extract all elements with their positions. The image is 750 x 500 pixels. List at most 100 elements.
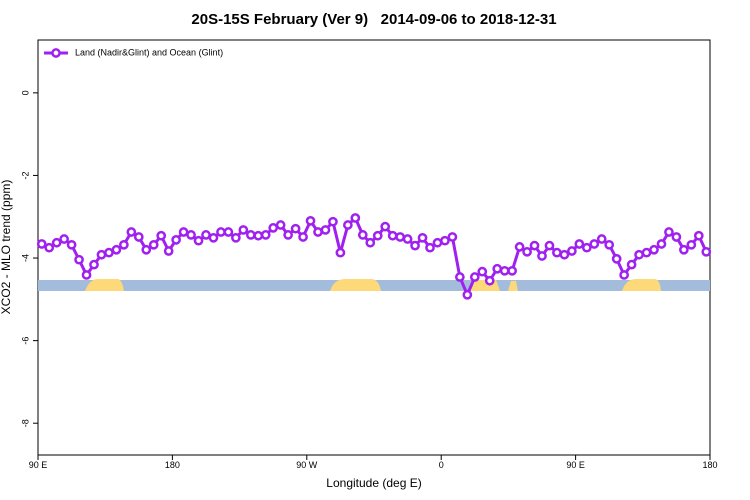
- point: [372, 230, 383, 241]
- x-tick-label: 90 E: [29, 460, 48, 470]
- point: [589, 239, 600, 249]
- point: [447, 232, 458, 242]
- point: [686, 239, 697, 250]
- point: [596, 234, 607, 244]
- land-patch: [85, 278, 124, 291]
- point: [223, 227, 234, 237]
- point: [537, 251, 547, 261]
- point: [74, 254, 84, 265]
- point: [410, 240, 420, 251]
- point: [96, 249, 107, 260]
- point: [432, 237, 443, 248]
- point: [693, 230, 704, 241]
- point: [275, 220, 286, 230]
- land-patch: [508, 281, 518, 291]
- legend-label: Land (Nadir&Glint) and Ocean (Glint): [75, 47, 223, 57]
- point: [544, 240, 555, 251]
- point: [514, 242, 525, 252]
- chart-title: 20S-15S February (Ver 9) 2014-09-06 to 2…: [191, 11, 556, 28]
- point: [290, 223, 301, 234]
- y-tick-label: -4: [20, 254, 30, 262]
- point: [186, 230, 196, 240]
- legend-marker: [51, 48, 61, 58]
- point: [320, 225, 331, 235]
- point: [313, 227, 323, 237]
- point: [387, 230, 398, 241]
- point: [283, 230, 293, 240]
- point: [133, 232, 144, 242]
- point: [260, 230, 271, 240]
- y-tick-label: -8: [20, 419, 30, 427]
- point: [66, 239, 77, 250]
- point: [484, 275, 495, 286]
- point: [604, 239, 615, 250]
- point: [216, 227, 226, 237]
- point: [148, 239, 159, 250]
- plot-frame: [37, 39, 711, 456]
- x-tick-label: 0: [439, 460, 444, 470]
- x-tick-label: 180: [702, 460, 717, 470]
- point: [552, 247, 562, 258]
- land-patch: [330, 279, 381, 291]
- point: [664, 227, 674, 237]
- point: [477, 266, 488, 277]
- point: [701, 246, 712, 257]
- point: [499, 265, 510, 276]
- point: [178, 227, 189, 237]
- point: [417, 232, 428, 243]
- point: [574, 239, 585, 249]
- point: [679, 244, 689, 255]
- point: [111, 244, 122, 255]
- point: [343, 220, 353, 230]
- y-tick-label: -2: [20, 171, 30, 179]
- point: [156, 230, 167, 241]
- x-axis-label: Longitude (deg E): [326, 476, 421, 490]
- point: [567, 246, 577, 256]
- point: [357, 230, 368, 240]
- point: [507, 265, 517, 276]
- point: [141, 244, 152, 255]
- point: [492, 263, 503, 274]
- y-tick-label: 0: [20, 90, 30, 95]
- point: [268, 223, 279, 233]
- point: [231, 232, 241, 243]
- land-patch: [622, 279, 661, 291]
- point: [395, 232, 405, 242]
- point: [328, 216, 338, 227]
- point: [649, 244, 659, 255]
- y-tick-label: -6: [20, 337, 30, 345]
- point: [163, 246, 174, 256]
- point: [656, 239, 667, 249]
- point: [36, 239, 47, 249]
- x-tick-label: 90 W: [296, 460, 318, 470]
- point: [440, 235, 450, 246]
- point: [335, 247, 346, 258]
- point: [59, 234, 69, 244]
- point: [44, 242, 55, 253]
- point: [298, 232, 308, 242]
- point: [365, 237, 376, 248]
- y-axis-label: XCO2 - MLO trend (ppm): [0, 180, 13, 315]
- point: [619, 270, 629, 280]
- point: [522, 246, 532, 257]
- point: [380, 221, 391, 232]
- point: [626, 259, 637, 270]
- x-tick-label: 180: [165, 460, 180, 470]
- point: [193, 235, 204, 246]
- land-ocean-strip: [38, 278, 710, 291]
- point: [126, 227, 137, 237]
- point: [89, 259, 99, 270]
- point: [104, 247, 114, 258]
- point: [529, 240, 540, 251]
- point: [402, 234, 413, 244]
- point: [455, 272, 465, 282]
- point: [611, 254, 622, 264]
- point: [559, 249, 570, 260]
- point: [51, 237, 62, 248]
- point: [208, 232, 219, 243]
- point: [171, 235, 181, 245]
- point: [425, 242, 435, 253]
- point: [641, 247, 652, 258]
- point: [634, 249, 644, 260]
